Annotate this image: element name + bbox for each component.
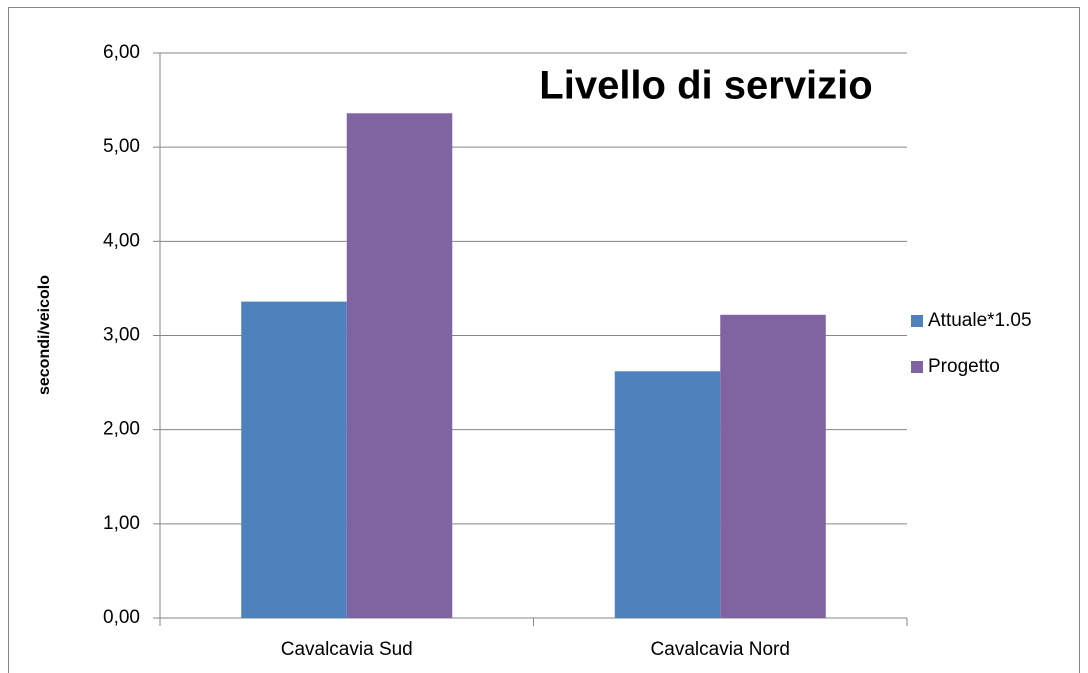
y-axis-label: secondi/veicolo <box>36 275 53 395</box>
x-tick-label: Cavalcavia Sud <box>281 639 413 660</box>
y-tick-label: 1,00 <box>103 513 140 534</box>
legend-label: Attuale*1.05 <box>928 310 1032 331</box>
chart-title: Livello di servizio <box>539 64 872 108</box>
legend-swatch <box>911 315 923 327</box>
y-tick-label: 0,00 <box>103 607 140 628</box>
x-tick-label: Cavalcavia Nord <box>651 639 790 660</box>
legend-label: Progetto <box>928 356 1000 377</box>
y-tick-label: 6,00 <box>103 42 140 63</box>
chart-frame <box>8 7 1080 673</box>
y-tick-label: 3,00 <box>103 325 140 346</box>
legend-swatch <box>911 361 923 373</box>
y-tick-label: 2,00 <box>103 419 140 440</box>
bar <box>720 314 826 618</box>
bar <box>241 301 347 618</box>
y-tick-label: 5,00 <box>103 136 140 157</box>
y-tick-label: 4,00 <box>103 230 140 251</box>
bar <box>346 113 453 619</box>
bar <box>614 371 721 618</box>
